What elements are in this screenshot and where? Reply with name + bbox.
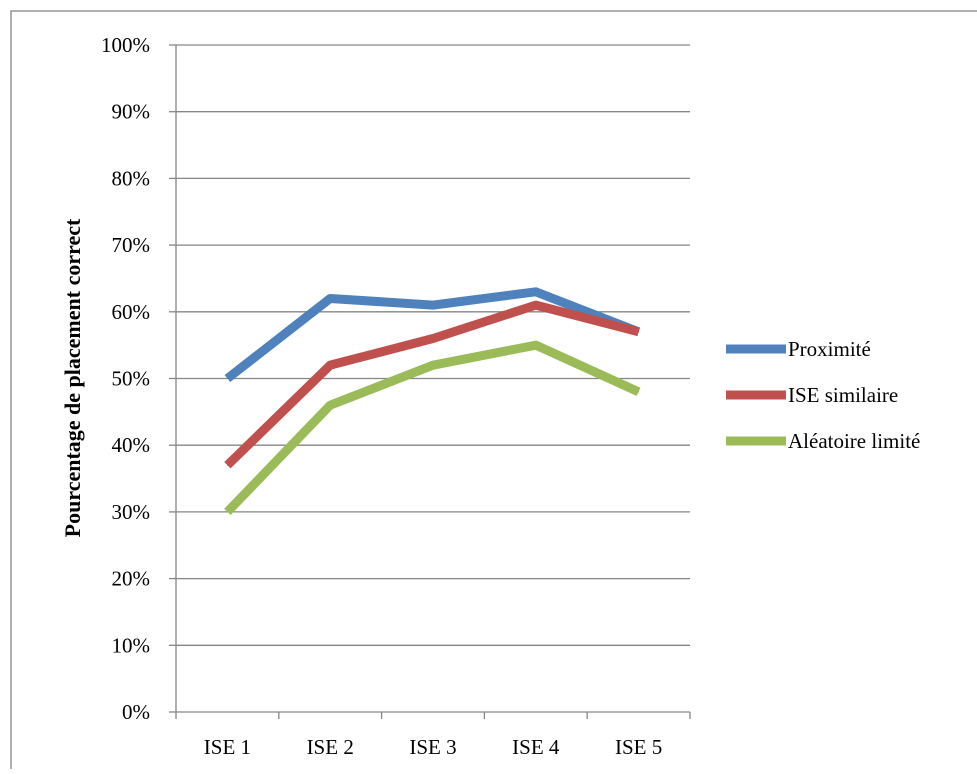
series-lines [224, 287, 641, 516]
x-tick-label: ISE 2 [307, 735, 354, 759]
data-point [432, 364, 434, 366]
y-tick-label: 50% [112, 367, 151, 391]
data-point [638, 391, 640, 393]
y-tick-label: 100% [101, 33, 150, 57]
axes [169, 44, 691, 719]
x-tick-label: ISE 4 [512, 735, 560, 759]
y-tick-label: 30% [112, 500, 151, 524]
legend-label: ISE similaire [788, 383, 898, 407]
data-point [432, 304, 434, 306]
x-tick-labels: ISE 1 ISE 2 ISE 3 ISE 4 ISE 5 [204, 735, 662, 759]
chart-border [10, 10, 977, 774]
data-point [638, 331, 640, 333]
y-tick-label: 10% [112, 633, 151, 657]
data-point [535, 344, 537, 346]
y-axis-label: Pourcentage de placement correct [60, 218, 85, 537]
data-point [329, 364, 331, 366]
y-tick-label: 40% [112, 433, 151, 457]
y-tick-label: 80% [112, 166, 151, 190]
data-point [226, 464, 228, 466]
data-point [535, 304, 537, 306]
data-point [432, 337, 434, 339]
legend-label: Proximité [788, 337, 871, 361]
x-tick-label: ISE 3 [409, 735, 456, 759]
data-point [329, 297, 331, 299]
x-tick-label: ISE 5 [615, 735, 662, 759]
data-point [226, 378, 228, 379]
x-tick-label: ISE 1 [204, 735, 251, 759]
y-tick-label: 70% [112, 233, 151, 257]
data-point [329, 404, 331, 406]
gridlines [176, 44, 690, 646]
data-point [226, 511, 228, 513]
y-tick-label: 90% [112, 100, 151, 124]
y-tick-label: 0% [122, 700, 150, 724]
legend: Proximité ISE similaire Aléatoire limité [726, 337, 920, 453]
y-tick-labels: 0% 10% 20% 30% 40% 50% 60% 70% 80% 90% 100% [101, 33, 150, 724]
y-tick-label: 20% [112, 567, 151, 591]
y-tick-label: 60% [112, 300, 151, 324]
legend-label: Aléatoire limité [788, 429, 920, 453]
data-point [535, 291, 537, 293]
